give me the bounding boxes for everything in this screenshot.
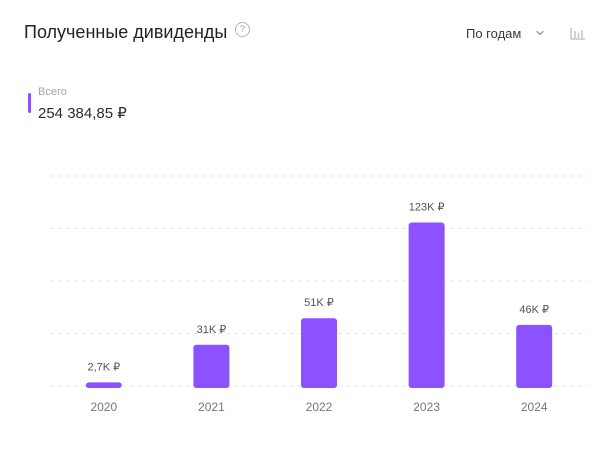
x-tick-label-2020: 2020	[90, 400, 117, 414]
period-select-value: По годам	[466, 25, 522, 41]
bar-chart-icon[interactable]	[568, 24, 588, 42]
bar-2022[interactable]	[301, 318, 337, 388]
bar-2023[interactable]	[408, 222, 445, 388]
x-tick-label-2023: 2023	[413, 400, 440, 414]
chevron-down-icon	[536, 30, 545, 36]
total-value: 254 384,85 ₽	[38, 105, 127, 122]
legend-swatch	[28, 93, 31, 113]
data-label-2020: 2,7K ₽	[87, 361, 120, 373]
bar-2024[interactable]	[516, 324, 553, 388]
x-tick-label-2021: 2021	[198, 400, 225, 414]
bar-2020[interactable]	[85, 382, 122, 388]
data-label-2021: 31K ₽	[197, 324, 227, 336]
help-icon[interactable]: ?	[235, 22, 250, 37]
x-tick-label-2022: 2022	[306, 400, 333, 414]
x-tick-label-2024: 2024	[521, 400, 548, 414]
bar-2021[interactable]	[193, 344, 230, 388]
widget-title: Полученные дивиденды	[24, 22, 228, 42]
data-label-2023: 123K ₽	[409, 202, 445, 214]
period-select[interactable]: По годам	[458, 20, 553, 46]
total-label: Всего	[38, 86, 67, 98]
data-label-2022: 51K ₽	[304, 297, 334, 309]
data-label-2024: 46K ₽	[519, 304, 549, 316]
